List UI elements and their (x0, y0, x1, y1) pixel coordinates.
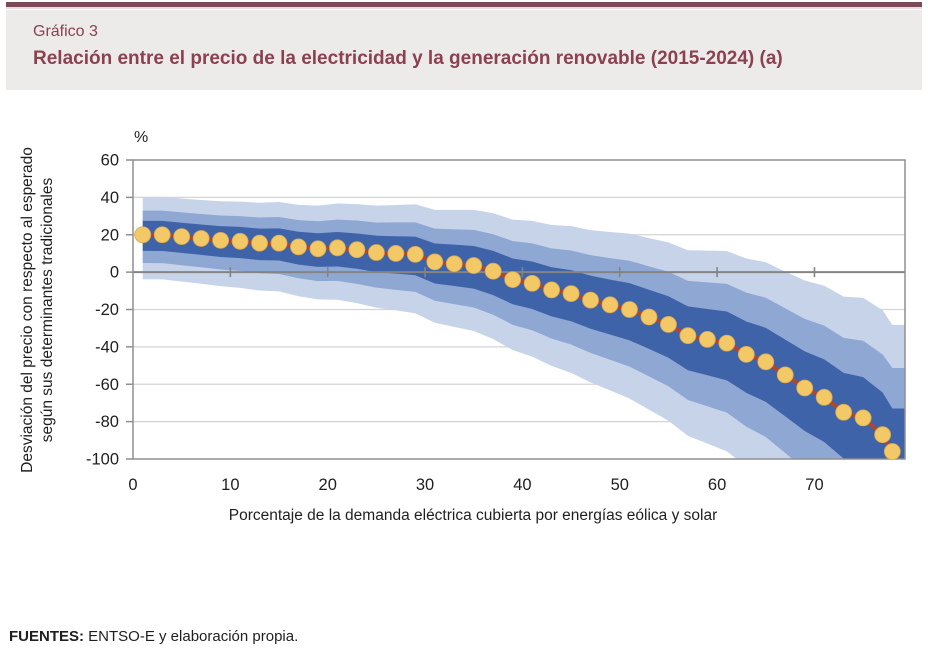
x-tick-label-0: 0 (128, 476, 137, 494)
y-tick-label-40: 40 (101, 189, 119, 207)
y-tick-label--100: -100 (86, 451, 119, 469)
x-tick-label-70: 70 (805, 476, 823, 494)
sources-label: FUENTES: (9, 628, 84, 645)
x-tick-label-60: 60 (708, 476, 726, 494)
x-tick-label-50: 50 (611, 476, 629, 494)
central-line (140, 232, 895, 454)
y-tick-label--60: -60 (95, 376, 119, 394)
x-tick-label-30: 30 (416, 476, 434, 494)
data-dot (445, 255, 463, 273)
data-dot (484, 262, 502, 280)
data-dot (543, 281, 561, 299)
data-dot (883, 443, 901, 460)
y-tick-label--20: -20 (95, 301, 119, 319)
data-dot (718, 334, 736, 352)
data-dot (562, 285, 580, 303)
data-dot (348, 241, 366, 259)
x-tick-label-40: 40 (513, 476, 531, 494)
data-dot (679, 327, 697, 345)
y-tick-label--80: -80 (95, 413, 119, 431)
data-dot (757, 353, 775, 371)
data-dot (134, 226, 152, 244)
y-tick-label-0: 0 (110, 264, 119, 282)
data-dot (854, 409, 872, 427)
fan-chart-price-vs-renewables: 0 10 20 30 40 50 60 70 60 40 20 0 -20 -40 -60 -80 -100 (86, 152, 906, 494)
y-tick-label-20: 20 (101, 226, 119, 244)
data-dot (621, 301, 638, 318)
data-dot (290, 238, 307, 256)
data-dot (251, 234, 268, 252)
data-dot (796, 379, 814, 397)
data-dot (367, 244, 385, 261)
data-dot (874, 426, 892, 444)
chart-title: Relación entre el precio de la electrici… (33, 48, 783, 69)
data-dot (601, 296, 619, 314)
data-dot (737, 345, 755, 363)
data-dot (270, 234, 288, 252)
data-dot (776, 366, 794, 384)
y-axis-unit: % (134, 129, 149, 146)
data-dot (387, 245, 405, 262)
data-dot (523, 274, 541, 292)
data-dot (153, 226, 171, 244)
chart-number: Gráfico 3 (33, 23, 98, 40)
data-dot (465, 257, 483, 274)
data-dot (309, 240, 327, 258)
data-dot (698, 330, 716, 348)
data-dot (212, 231, 230, 249)
data-dot (640, 308, 658, 326)
data-dot (660, 316, 677, 333)
data-dot (192, 230, 210, 247)
x-axis-title: Porcentaje de la demanda eléctrica cubie… (228, 507, 718, 524)
data-dot (406, 245, 424, 263)
y-tick-label-60: 60 (101, 152, 119, 170)
top-maroon-rule-shadow (6, 7, 922, 9)
x-tick-label-20: 20 (319, 476, 337, 494)
data-dot (582, 291, 599, 309)
top-maroon-rule (6, 2, 922, 7)
data-dot (231, 232, 249, 250)
sources-note: FUENTES: ENTSO-E y elaboración propia. (9, 628, 298, 645)
chart-header: Gráfico 3 Relación entre el precio de la… (6, 10, 922, 90)
data-dot (815, 388, 833, 406)
data-dot (835, 403, 853, 421)
sources-text: ENTSO-E y elaboración propia. (84, 628, 299, 645)
data-dot (426, 253, 444, 271)
data-dot (329, 239, 346, 257)
data-dot (504, 271, 522, 289)
x-tick-label-10: 10 (221, 476, 239, 494)
y-tick-label--40: -40 (95, 338, 119, 356)
data-dot (173, 228, 191, 246)
